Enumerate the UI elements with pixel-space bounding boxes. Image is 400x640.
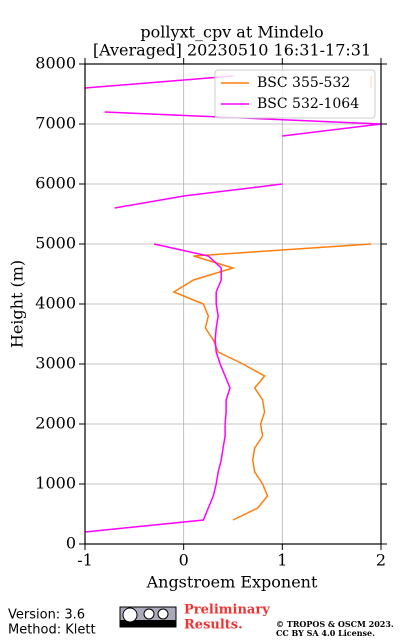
- plot-frame: [84, 63, 382, 545]
- x-tick-label: -1: [77, 551, 93, 570]
- y-axis-label: Height (m): [8, 260, 27, 348]
- y-tick-label: 5000: [35, 234, 76, 253]
- y-tick-label: 6000: [35, 174, 76, 193]
- y-tick-label: 0: [66, 534, 76, 553]
- y-tick-label: 2000: [35, 414, 76, 433]
- y-tick-label: 4000: [35, 294, 76, 313]
- legend-label: BSC 532-1064: [257, 96, 359, 112]
- x-axis-label: Angstroem Exponent: [146, 573, 318, 592]
- y-tick-label: 7000: [35, 114, 76, 133]
- x-tick-label: 0: [179, 551, 189, 570]
- chart-title: [Averaged] 20230510 16:31-17:31: [93, 41, 371, 60]
- chart-title: pollyxt_cpv at Mindelo: [140, 23, 323, 42]
- cc-logo: [119, 606, 177, 628]
- legend-box: [214, 69, 376, 119]
- preliminary: Results.: [184, 618, 243, 633]
- y-tick-label: 1000: [35, 474, 76, 493]
- method: Method: Klett: [8, 623, 96, 638]
- profile-line: [85, 75, 381, 533]
- preliminary: Preliminary: [184, 603, 270, 618]
- profile-line: [172, 76, 372, 521]
- x-tick-label: 2: [376, 551, 386, 570]
- copyright: CC BY SA 4.0 License.: [276, 628, 375, 638]
- y-tick-label: 8000: [35, 54, 76, 73]
- y-tick-label: 3000: [35, 354, 76, 373]
- copyright: © TROPOS & OSCM 2023.: [276, 619, 394, 629]
- legend-label: BSC 355-532: [257, 75, 350, 91]
- version: Version: 3.6: [8, 608, 85, 623]
- x-tick-label: 1: [277, 551, 287, 570]
